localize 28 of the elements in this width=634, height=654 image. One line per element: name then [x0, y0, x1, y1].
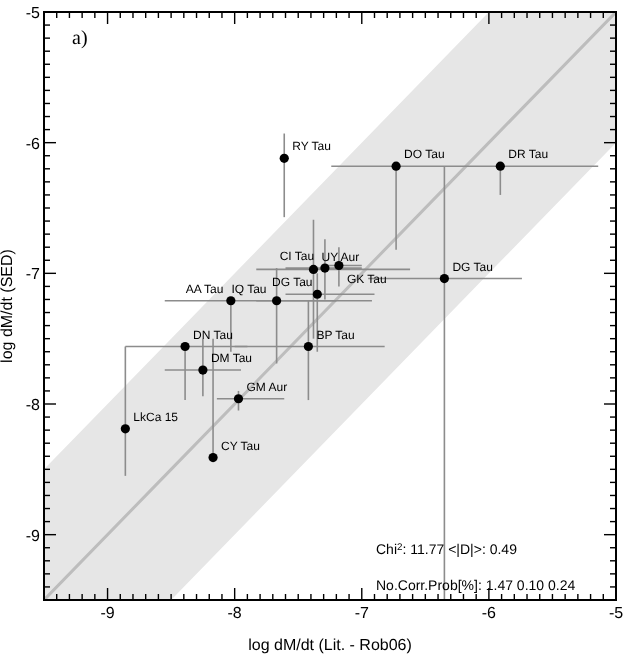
x-tick-label: -7 [354, 604, 370, 622]
y-tick-label: -8 [25, 396, 42, 414]
x-tick-label: -5 [608, 604, 625, 622]
point [233, 394, 244, 404]
y-tick-label: -6 [25, 134, 42, 153]
x-tick-label: -9 [100, 604, 116, 622]
x-tick-label: -8 [227, 604, 243, 622]
point [226, 296, 236, 306]
annotation: a) [72, 28, 88, 50]
point [439, 273, 449, 284]
point [312, 289, 322, 299]
point [120, 424, 130, 434]
point [495, 161, 505, 171]
x-tick-label: -6 [481, 604, 498, 622]
point [303, 341, 313, 352]
point [308, 264, 319, 275]
point [279, 153, 289, 163]
point [320, 263, 330, 273]
point [208, 452, 218, 463]
y-tick-label: -5 [25, 4, 42, 22]
y-tick-label: -9 [25, 526, 42, 545]
point [272, 296, 282, 306]
point [180, 341, 190, 352]
y-axis-title: log dM/dt (SED) [0, 248, 16, 363]
x-axis-title: log dM/dt (Lit. - Rob06) [248, 636, 413, 654]
y-tick-label: -7 [25, 265, 42, 284]
point [198, 365, 208, 375]
point [391, 161, 401, 171]
